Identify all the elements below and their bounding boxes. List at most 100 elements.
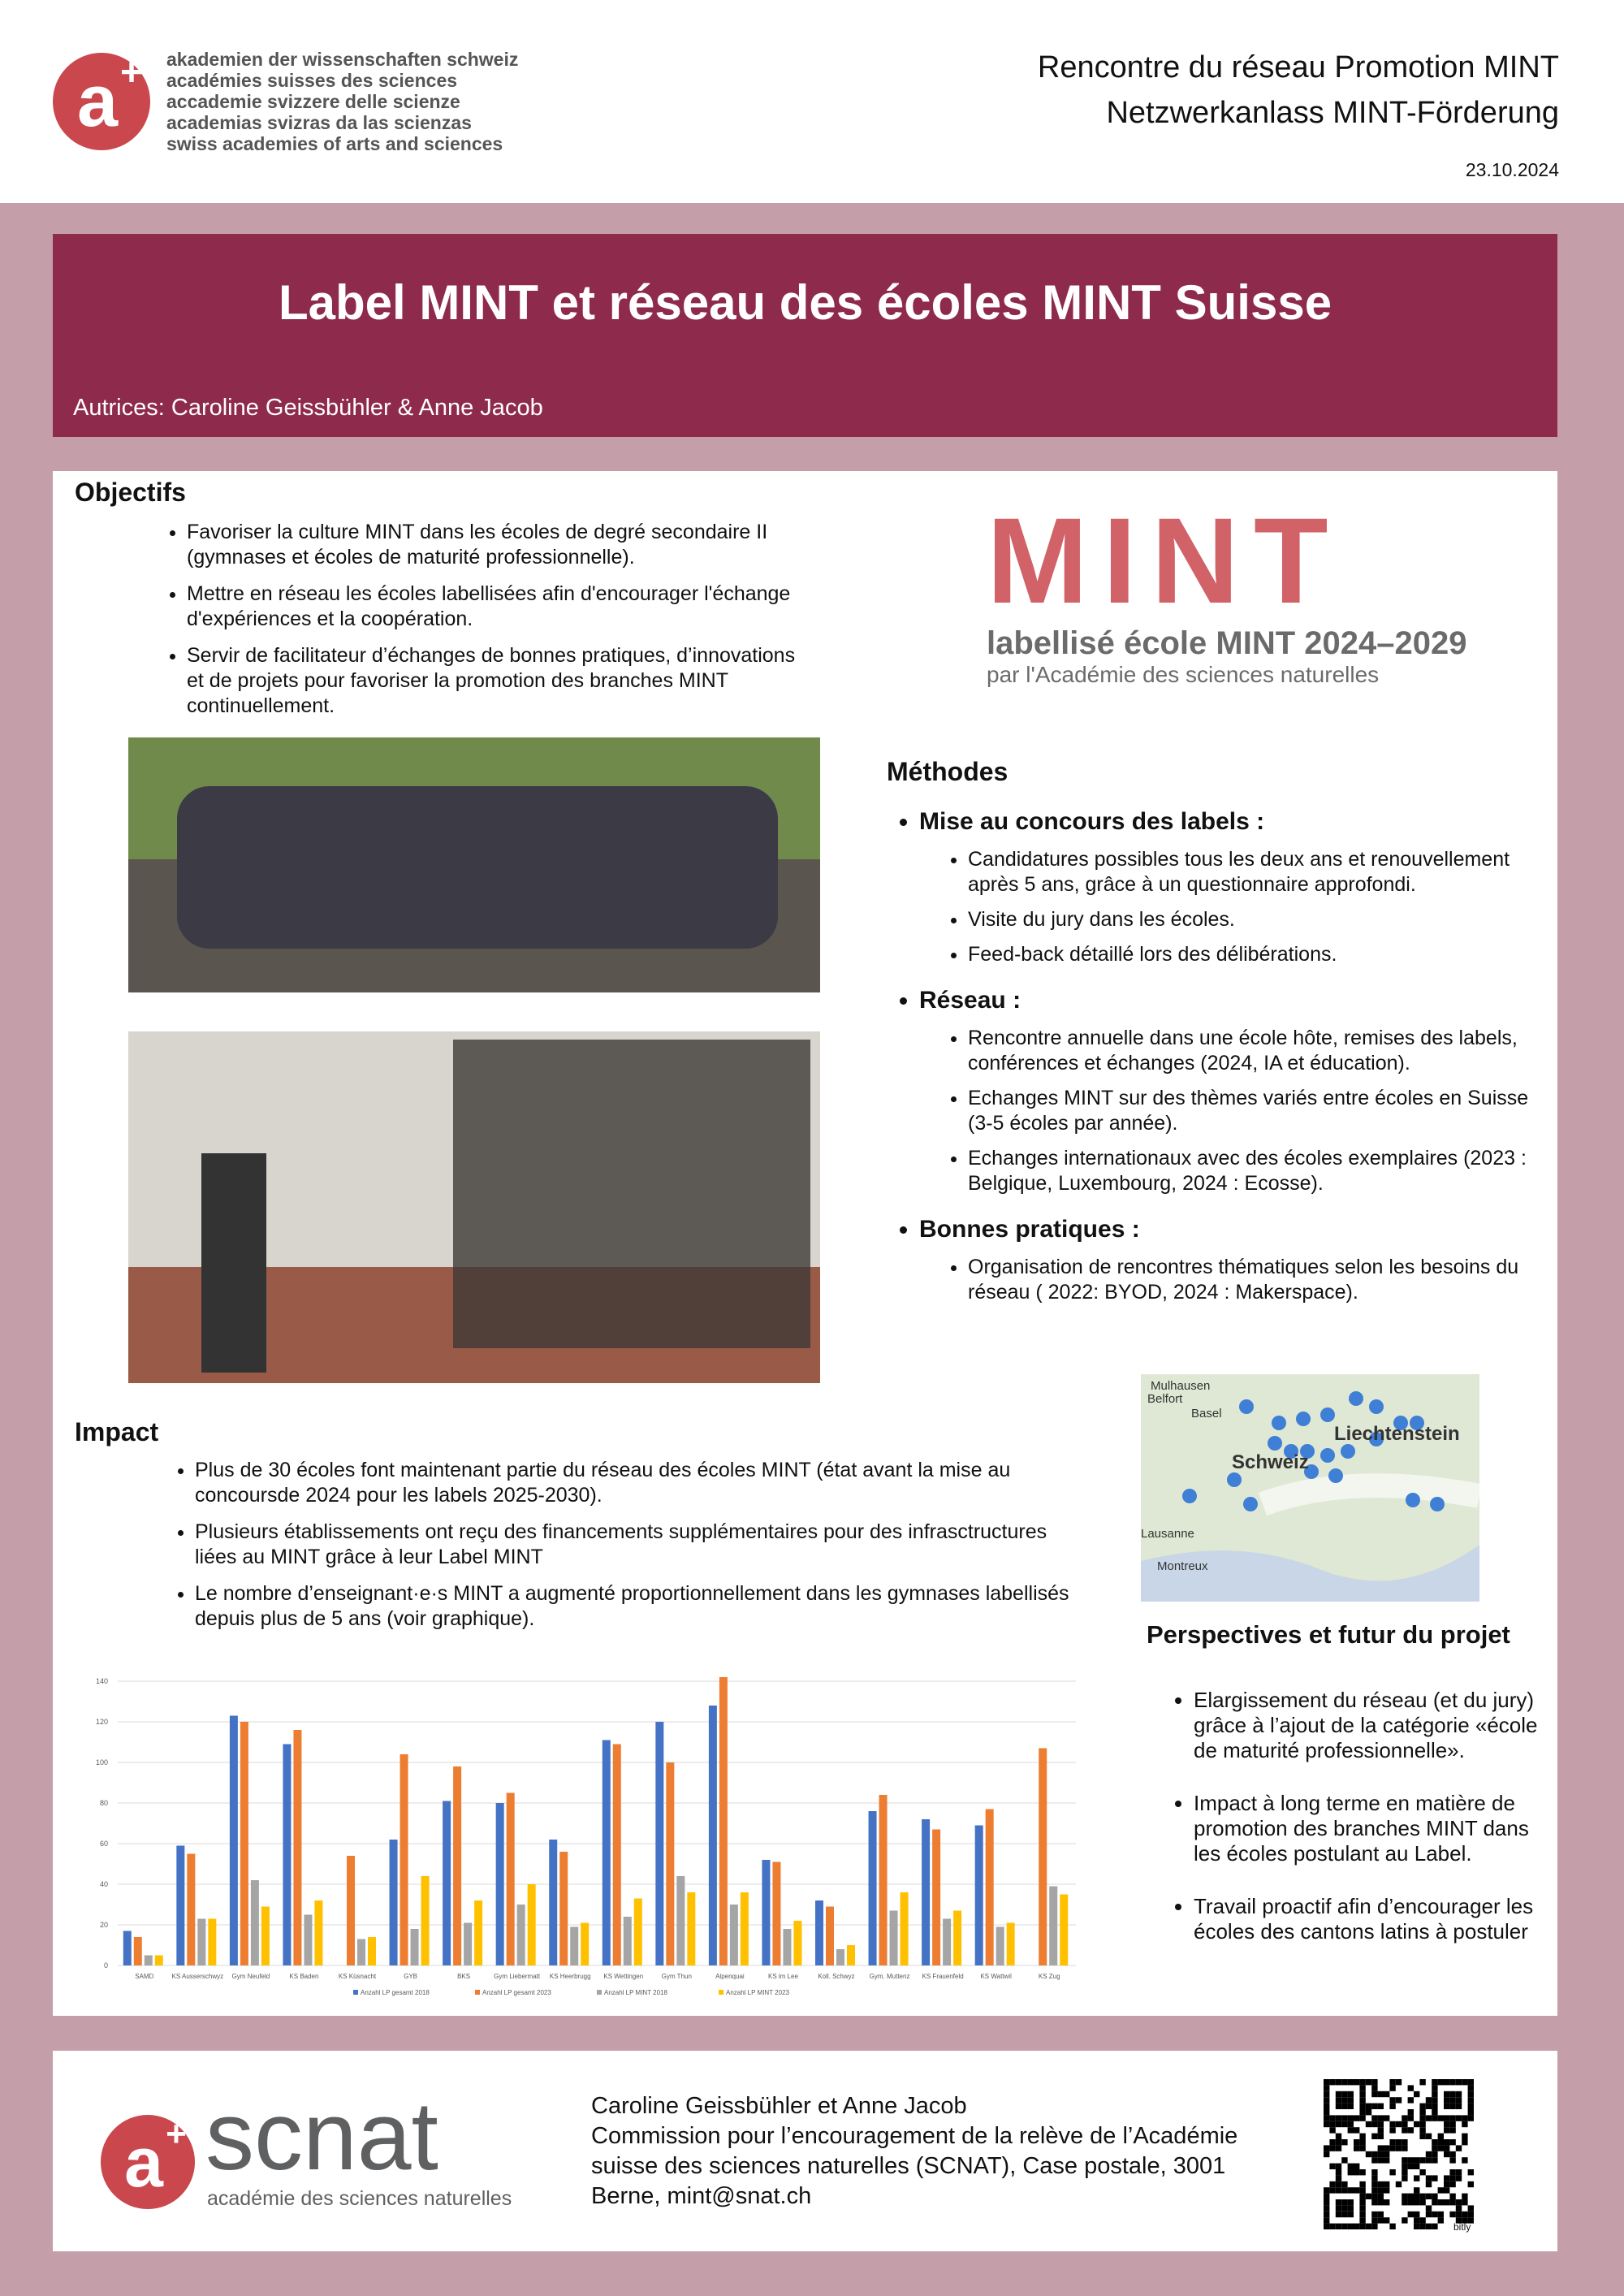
- qr-cell: [1335, 2163, 1342, 2169]
- qr-cell: [1389, 2169, 1396, 2176]
- qr-cell: [1467, 2211, 1474, 2218]
- qr-cell: [1444, 2103, 1450, 2109]
- qr-cell: [1425, 2205, 1432, 2212]
- qr-cell: [1341, 2157, 1348, 2164]
- qr-cell: [1324, 2199, 1330, 2206]
- qr-cell: [1419, 2121, 1426, 2128]
- bullet-item: Le nombre d’enseignant·e·s MINT a augmen…: [195, 1581, 1088, 1632]
- qr-cell: [1359, 2217, 1366, 2224]
- qr-cell: [1335, 2223, 1342, 2229]
- qr-cell: [1329, 2187, 1336, 2194]
- qr-cell: [1425, 2115, 1432, 2121]
- qr-cell: [1462, 2157, 1468, 2164]
- qr-cell: [1407, 2199, 1414, 2206]
- bullet-item: Plusieurs établissements ont reçu des fi…: [195, 1520, 1088, 1570]
- bar: [793, 1921, 802, 1965]
- qr-cell: [1359, 2223, 1366, 2229]
- qr-cell: [1402, 2145, 1408, 2151]
- qr-cell: [1402, 2169, 1408, 2176]
- heading: Méthodes: [887, 757, 1009, 786]
- qr-cell: [1444, 2127, 1450, 2134]
- bar: [772, 1861, 781, 1965]
- map-label: Basel: [1191, 1407, 1222, 1420]
- qr-cell: [1371, 2085, 1378, 2091]
- qr-cell: [1437, 2187, 1444, 2194]
- qr-cell: [1335, 2103, 1342, 2109]
- qr-cell: [1402, 2193, 1408, 2199]
- qr-cell: [1462, 2139, 1468, 2146]
- qr-cell: [1371, 2223, 1378, 2229]
- qr-cell: [1467, 2169, 1474, 2176]
- qr-cell: [1462, 2079, 1468, 2086]
- x-tick-label: KS Heerbrugg: [550, 1973, 591, 1980]
- qr-cell: [1437, 2115, 1444, 2121]
- qr-cell: [1437, 2211, 1444, 2218]
- qr-cell: [1384, 2217, 1390, 2224]
- svg-text:+: +: [166, 2114, 187, 2154]
- bullet-item: Rencontre annuelle dans une école hôte, …: [968, 1026, 1553, 1076]
- bar: [1060, 1894, 1069, 1965]
- qr-cell: [1419, 2157, 1426, 2164]
- bar: [144, 1955, 153, 1965]
- qr-cell: [1347, 2121, 1354, 2128]
- bar: [474, 1900, 483, 1965]
- bar: [879, 1795, 888, 1965]
- qr-cell: [1359, 2193, 1366, 2199]
- qr-cell: [1335, 2169, 1342, 2176]
- qr-cell: [1371, 2175, 1378, 2181]
- qr-cell: [1437, 2145, 1444, 2151]
- qr-cell: [1425, 2133, 1432, 2139]
- bar: [250, 1880, 259, 1965]
- qr-cell: [1407, 2127, 1414, 2134]
- qr-cell: [1402, 2115, 1408, 2121]
- bar: [187, 1853, 196, 1965]
- map-label: Schweiz: [1232, 1451, 1309, 1473]
- qr-cell: [1437, 2217, 1444, 2224]
- map-pin: [1227, 1472, 1242, 1487]
- qr-cell: [1389, 2223, 1396, 2229]
- bar: [633, 1898, 642, 1965]
- bar: [900, 1892, 909, 1965]
- qr-cell: [1395, 2139, 1402, 2146]
- qr-cell: [1444, 2181, 1450, 2188]
- bullet-item: Plus de 30 écoles font maintenant partie…: [195, 1458, 1088, 1508]
- qr-cell: [1455, 2145, 1462, 2151]
- contact-line: Berne, mint@snat.ch: [591, 2183, 812, 2209]
- scnat-sub: académie des sciences naturelles: [207, 2187, 512, 2210]
- bar: [495, 1803, 504, 1965]
- qr-cell: [1359, 2211, 1366, 2218]
- qr-cell: [1455, 2199, 1462, 2206]
- bar: [347, 1856, 355, 1965]
- event-lines: Rencontre du réseau Promotion MINT Netzwe…: [1038, 45, 1559, 136]
- qr-cell: [1335, 2211, 1342, 2218]
- qr-cell: [1335, 2079, 1342, 2086]
- y-tick-label: 40: [100, 1880, 108, 1888]
- map-pin: [1300, 1444, 1315, 1459]
- qr-cell: [1359, 2205, 1366, 2212]
- qr-cell: [1455, 2097, 1462, 2104]
- section-title: Mise au concours des labels :: [919, 808, 1265, 835]
- authors: Autrices: Caroline Geissbühler & Anne Ja…: [73, 395, 543, 421]
- qr-cell: [1425, 2097, 1432, 2104]
- qr-cell: [1354, 2145, 1360, 2151]
- bar: [357, 1939, 365, 1965]
- qr-cell: [1402, 2139, 1408, 2146]
- qr-cell: [1384, 2199, 1390, 2206]
- legend-label: Anzahl LP gesamt 2018: [361, 1989, 430, 1996]
- list: Plus de 30 écoles font maintenant partie…: [162, 1458, 1088, 1643]
- qr-cell: [1389, 2085, 1396, 2091]
- map-pin: [1320, 1448, 1335, 1463]
- bar: [847, 1945, 855, 1965]
- qr-cell: [1329, 2223, 1336, 2229]
- qr-cell: [1324, 2115, 1330, 2121]
- qr-cell: [1432, 2211, 1438, 2218]
- x-tick-label: Gym Liebermatt: [494, 1973, 541, 1980]
- bar: [1049, 1886, 1058, 1965]
- qr-cell: [1324, 2103, 1330, 2109]
- bar: [655, 1722, 664, 1965]
- bar: [527, 1884, 536, 1965]
- bullet-item: Servir de facilitateur d’échanges de bon…: [187, 643, 804, 719]
- qr-cell: [1432, 2115, 1438, 2121]
- qr-cell: [1455, 2091, 1462, 2098]
- x-tick-label: SAMD: [135, 1973, 153, 1980]
